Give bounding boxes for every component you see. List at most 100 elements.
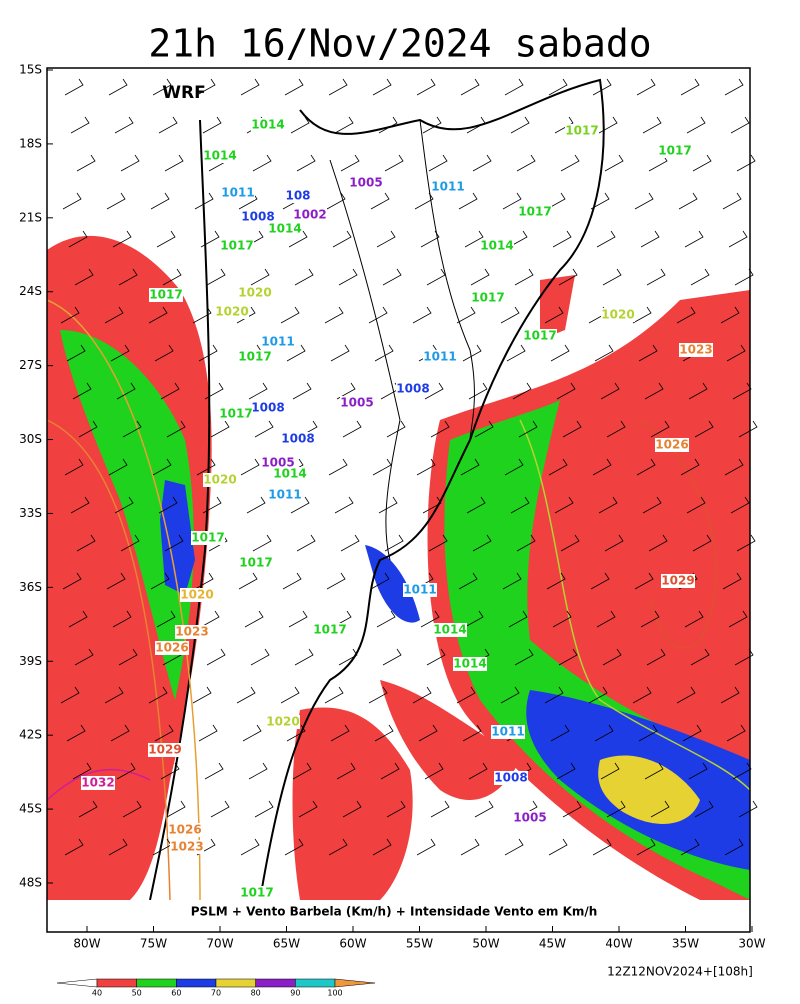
barb	[560, 154, 580, 172]
barb	[192, 686, 212, 704]
isobar-label-bg	[494, 771, 528, 785]
barb	[68, 230, 88, 248]
barb	[110, 724, 130, 742]
barb	[324, 306, 344, 324]
isobar-label-bg	[261, 335, 295, 349]
barb	[636, 78, 656, 96]
barb	[548, 458, 568, 476]
barb	[250, 648, 270, 666]
barb	[690, 648, 710, 666]
longitude-label: 55W	[406, 937, 433, 951]
barb	[112, 610, 132, 628]
barb	[254, 800, 274, 818]
barb	[644, 382, 664, 400]
barb	[120, 154, 140, 172]
barb	[148, 686, 168, 704]
isobar-label: 1017	[240, 886, 273, 900]
barb	[76, 154, 96, 172]
isobar-label-bg	[221, 186, 255, 200]
colorbar-segment	[176, 978, 217, 988]
barb	[110, 344, 130, 362]
isobar-label: 1011	[403, 583, 436, 597]
barb	[298, 800, 318, 818]
isobar-label-bg	[203, 473, 237, 487]
isobar-label-bg	[679, 343, 713, 357]
barb	[694, 800, 714, 818]
isobar-label: 1005	[340, 396, 373, 410]
barb	[504, 78, 524, 96]
barb	[424, 382, 444, 400]
latitude-label: 24S	[19, 284, 42, 298]
isobar-label-bg	[491, 725, 525, 739]
barb	[456, 306, 476, 324]
barb	[554, 116, 574, 134]
barb	[726, 344, 746, 362]
barb	[290, 496, 310, 514]
barb	[414, 192, 434, 210]
isobar-label-bg	[266, 715, 300, 729]
latitude-label: 15S	[19, 63, 42, 77]
isobar-label: 1017	[191, 531, 224, 545]
isobar-label: 1023	[175, 625, 208, 639]
barb	[722, 192, 742, 210]
barb	[370, 192, 390, 210]
barb	[546, 572, 566, 590]
barb	[238, 572, 258, 590]
barb	[502, 192, 522, 210]
barb	[104, 306, 124, 324]
barb	[114, 496, 134, 514]
barb	[70, 496, 90, 514]
barb	[296, 154, 316, 172]
barb	[606, 800, 626, 818]
barb	[294, 648, 314, 666]
barb	[374, 344, 394, 362]
barb	[422, 116, 442, 134]
barb	[428, 154, 448, 172]
barb	[596, 230, 616, 248]
caption: PSLM + Vento Barbela (Km/h) + Intensidad…	[191, 905, 598, 919]
isobar-label: 1008	[396, 382, 429, 396]
barb	[122, 800, 142, 818]
barb	[556, 382, 576, 400]
isobar-label: 1020	[266, 715, 299, 729]
isobar-label-bg	[238, 350, 272, 364]
barb	[336, 382, 356, 400]
isobar-label: 1005	[513, 811, 546, 825]
isobar-label: 1008	[494, 771, 527, 785]
isobar-label: 1032	[81, 776, 114, 790]
barb	[738, 800, 758, 818]
barb	[64, 458, 84, 476]
barb	[246, 496, 266, 514]
isobar-label-bg	[149, 288, 183, 302]
isobar-label: 1014	[480, 239, 513, 253]
barb	[428, 534, 448, 552]
barb	[686, 496, 706, 514]
barb	[646, 268, 666, 286]
latitude-label: 45S	[19, 802, 42, 816]
colorbar: 40 50 60 70 80 90 100	[56, 978, 376, 998]
isobar-label: 1017	[220, 239, 253, 253]
isobar-label-bg	[175, 625, 209, 639]
longitude-label: 35W	[672, 937, 699, 951]
isobar-label: 1017	[239, 556, 272, 570]
barb	[562, 420, 582, 438]
longitude-label: 75W	[140, 937, 167, 951]
barb	[548, 78, 568, 96]
barb	[372, 838, 392, 856]
isobar-label-bg	[241, 210, 275, 224]
barb	[152, 458, 172, 476]
barb	[416, 458, 436, 476]
barb	[254, 420, 274, 438]
isobar-label-bg	[349, 176, 383, 190]
isobar-label-bg	[220, 239, 254, 253]
isobar-label-bg	[396, 382, 430, 396]
barb	[508, 610, 528, 628]
barb	[684, 610, 704, 628]
barb	[738, 420, 758, 438]
barb	[412, 306, 432, 324]
barb	[632, 686, 652, 704]
barb	[378, 496, 398, 514]
isobar-label-bg	[170, 840, 204, 854]
barb	[118, 648, 138, 666]
